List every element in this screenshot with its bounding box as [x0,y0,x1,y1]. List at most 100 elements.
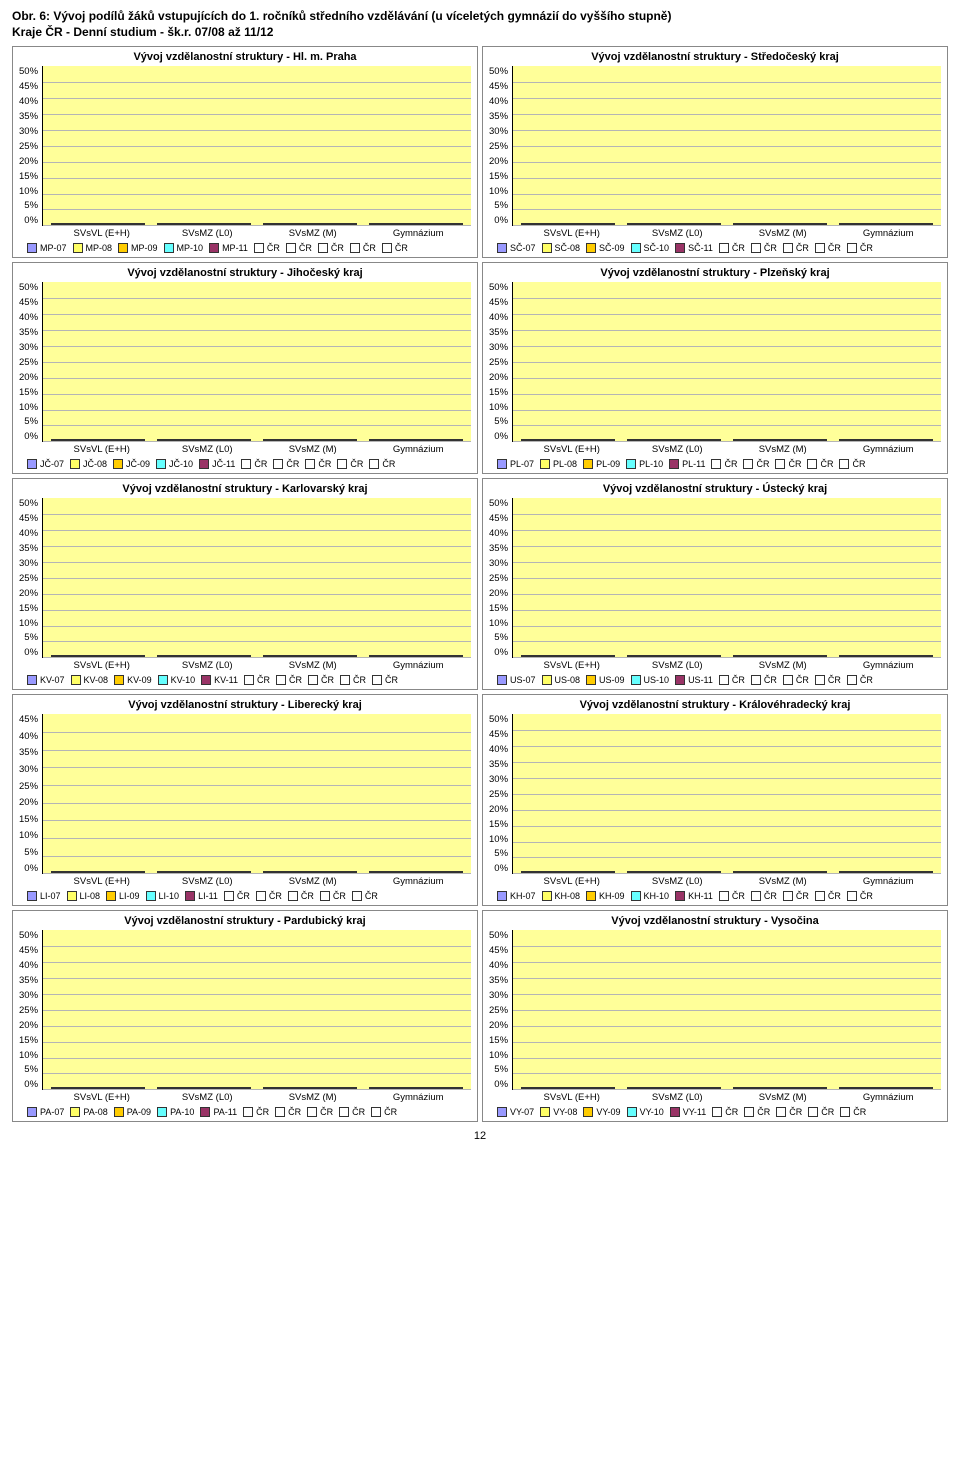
page-number: 12 [12,1130,948,1142]
legend-label: JČ-09 [126,459,150,469]
y-tick-label: 35% [489,975,508,986]
y-tick-label: 30% [19,558,38,569]
bar [886,655,895,657]
bar [849,223,858,225]
legend-swatch [743,459,753,469]
bar [905,223,914,225]
legend-item: KH-09 [586,891,625,901]
bar [263,655,272,657]
legend-swatch [352,891,362,901]
legend-swatch [583,459,593,469]
legend-label: PL-11 [682,459,705,469]
x-tick-label: SVsVL (E+H) [55,876,148,887]
y-tick-label: 40% [19,528,38,539]
bar [213,871,222,873]
legend: KH-07KH-08KH-09KH-10KH-11ČRČRČRČRČR [489,887,941,901]
legend-label: ČR [724,459,737,469]
legend-swatch [67,891,77,901]
x-tick-label: SVsVL (E+H) [525,1092,618,1103]
bar [98,223,107,225]
bar [839,871,848,873]
bar [817,223,826,225]
bar [126,223,135,225]
legend-item: SČ-07 [497,243,536,253]
bar [655,439,664,441]
bar [126,655,135,657]
bar [877,223,886,225]
bar-group [369,655,462,657]
legend-swatch [70,459,80,469]
bar [521,655,530,657]
bar [301,655,310,657]
bar [559,223,568,225]
bar [347,223,356,225]
bar-group [521,1087,614,1089]
bar [379,223,388,225]
bar [540,1087,549,1089]
legend-label: US-08 [555,675,581,685]
bar [674,223,683,225]
bar [369,871,378,873]
bar [453,1087,462,1089]
legend-label: ČR [764,891,777,901]
legend-swatch [586,243,596,253]
legend-label: ČR [764,243,777,253]
legend-label: MP-09 [131,243,158,253]
bar [319,1087,328,1089]
legend-swatch [631,675,641,685]
legend-swatch [27,459,37,469]
y-tick-label: 35% [19,975,38,986]
title-line-2: Kraje ČR - Denní studium - šk.r. 07/08 a… [12,24,948,40]
y-tick-label: 0% [494,1079,508,1090]
bar [310,223,319,225]
bar [107,655,116,657]
bar [273,439,282,441]
legend-item: KH-07 [497,891,536,901]
bar [817,1087,826,1089]
bar [176,439,185,441]
legend-item: LI-08 [67,891,101,901]
plot-area [512,282,941,442]
y-tick-label: 25% [489,357,508,368]
bar [213,223,222,225]
legend-item: VY-09 [583,1107,620,1117]
bar-group [839,655,932,657]
y-tick-label: 10% [489,186,508,197]
bar [711,223,720,225]
bar [51,871,60,873]
bar [263,439,272,441]
x-tick-label: SVsMZ (L0) [161,1092,254,1103]
legend-item: ČR [783,675,809,685]
bar [799,871,808,873]
bar [789,223,798,225]
legend-swatch [369,459,379,469]
bar [761,871,770,873]
y-tick-label: 15% [19,1035,38,1046]
x-tick-label: Gymnázium [842,1092,935,1103]
legend-label: LI-08 [80,891,101,901]
bar [195,1087,204,1089]
y-tick-label: 5% [24,1064,38,1075]
bar [319,655,328,657]
bar-group [521,439,614,441]
bar [407,871,416,873]
bar [407,223,416,225]
x-axis: SVsVL (E+H)SVsMZ (L0)SVsMZ (M)Gymnázium [489,876,941,887]
y-tick-label: 20% [19,797,38,808]
bar [107,1087,116,1089]
bar [895,439,904,441]
plot-area [512,498,941,658]
bar [310,439,319,441]
bar-group [263,223,356,225]
legend-label: ČR [732,243,745,253]
legend-item: PA-08 [70,1107,107,1117]
charts-grid: Vývoj vzdělanostní struktury - Hl. m. Pr… [12,46,948,1122]
legend-swatch [839,459,849,469]
legend-item: ČR [847,675,873,685]
y-tick-label: 50% [19,66,38,77]
bar [157,439,166,441]
legend-label: SČ-09 [599,243,625,253]
y-tick-label: 20% [489,804,508,815]
x-tick-label: Gymnázium [372,660,465,671]
bar [388,223,397,225]
